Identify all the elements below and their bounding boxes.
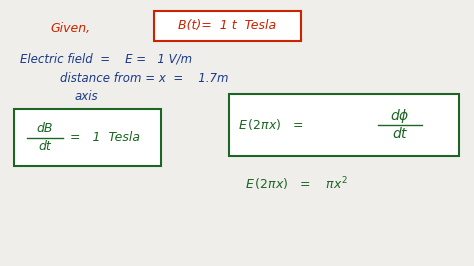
Text: $d\phi$: $d\phi$ bbox=[390, 107, 410, 125]
Text: B(t)=  1 t  Tesla: B(t)= 1 t Tesla bbox=[178, 19, 276, 32]
Text: axis: axis bbox=[75, 90, 99, 103]
FancyBboxPatch shape bbox=[14, 109, 161, 166]
Text: $E\,(2\pi x)$   =    $\pi x^2$: $E\,(2\pi x)$ = $\pi x^2$ bbox=[245, 175, 348, 193]
Text: Given,: Given, bbox=[50, 22, 90, 35]
FancyBboxPatch shape bbox=[154, 11, 301, 41]
Text: dt: dt bbox=[38, 140, 51, 153]
Text: dB: dB bbox=[37, 122, 53, 135]
Text: $dt$: $dt$ bbox=[392, 127, 408, 142]
Text: =   1  Tesla: = 1 Tesla bbox=[70, 131, 140, 144]
Text: distance from = x  =    1.7m: distance from = x = 1.7m bbox=[60, 72, 228, 85]
Text: Electric field  =    E =   1 V/m: Electric field = E = 1 V/m bbox=[20, 52, 192, 65]
FancyBboxPatch shape bbox=[229, 94, 459, 156]
Text: $E\,(2\pi x)$   =: $E\,(2\pi x)$ = bbox=[238, 118, 304, 132]
